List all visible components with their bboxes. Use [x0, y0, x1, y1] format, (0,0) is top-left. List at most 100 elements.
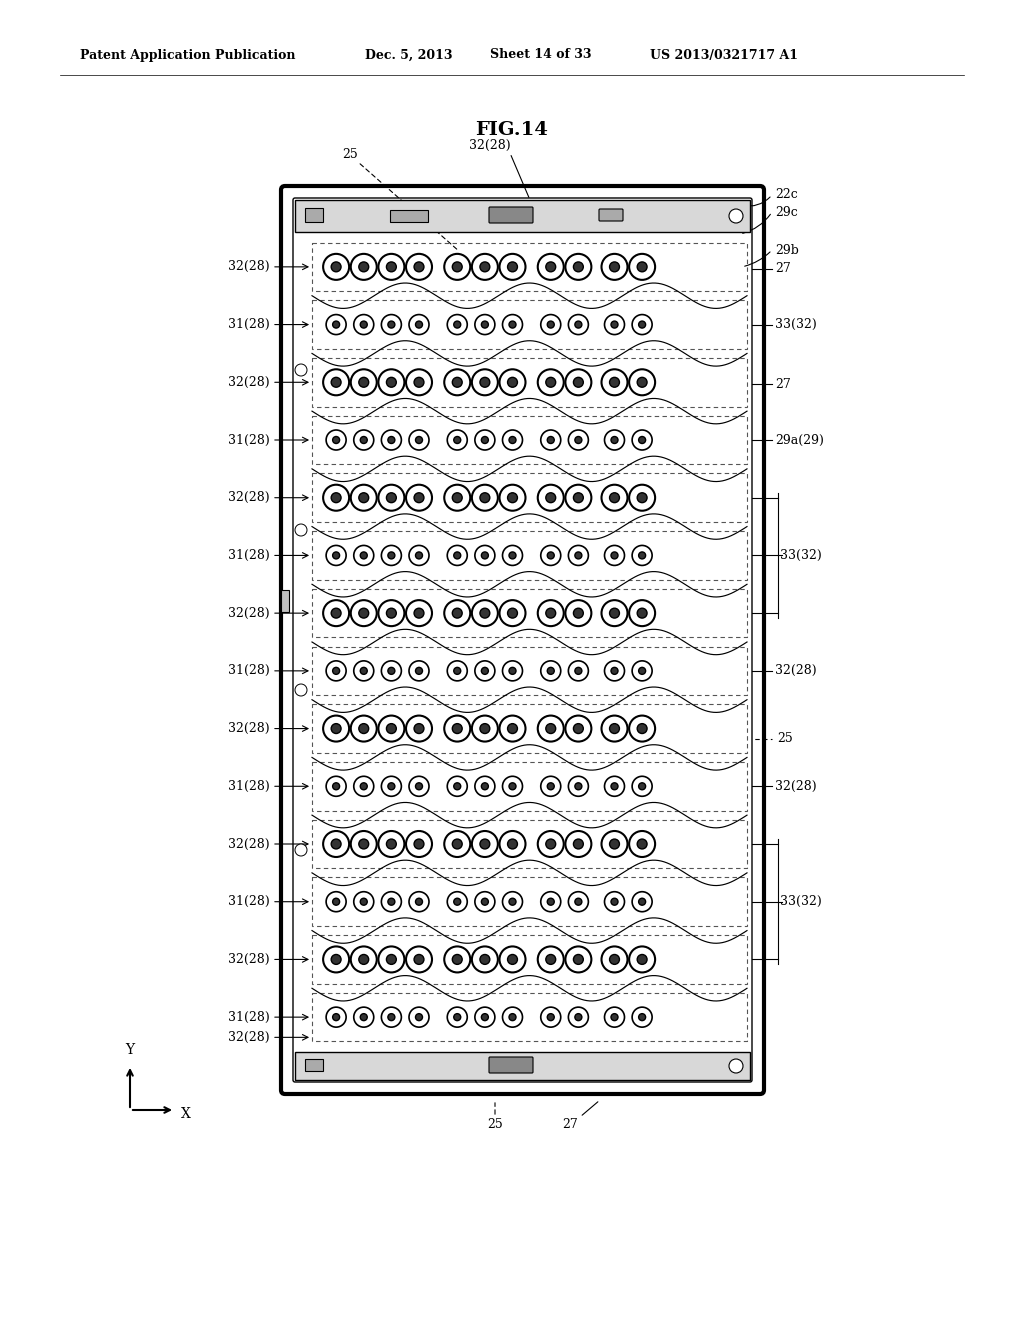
Circle shape [379, 715, 404, 742]
Circle shape [358, 492, 369, 503]
Text: 31(28): 31(28) [228, 433, 270, 446]
Circle shape [416, 1014, 423, 1020]
Circle shape [604, 892, 625, 912]
Circle shape [331, 840, 341, 849]
Circle shape [568, 1007, 589, 1027]
Circle shape [503, 892, 522, 912]
Circle shape [416, 668, 423, 675]
Circle shape [609, 609, 620, 618]
Circle shape [379, 601, 404, 626]
Circle shape [386, 261, 396, 272]
Circle shape [324, 370, 349, 395]
Circle shape [386, 723, 396, 734]
Circle shape [629, 715, 655, 742]
Circle shape [601, 253, 628, 280]
Circle shape [729, 1059, 743, 1073]
Text: 33(32): 33(32) [780, 549, 821, 562]
Circle shape [541, 661, 561, 681]
Circle shape [444, 832, 470, 857]
Circle shape [601, 832, 628, 857]
Circle shape [416, 783, 423, 789]
Circle shape [409, 1007, 429, 1027]
Circle shape [609, 492, 620, 503]
Circle shape [637, 261, 647, 272]
Circle shape [358, 378, 369, 387]
Text: 32(28): 32(28) [775, 664, 816, 677]
Circle shape [472, 370, 498, 395]
Circle shape [414, 840, 424, 849]
Circle shape [568, 892, 589, 912]
Circle shape [547, 668, 554, 675]
Circle shape [573, 609, 584, 618]
Text: 32(28): 32(28) [228, 1031, 270, 1044]
Text: 25: 25 [342, 149, 357, 161]
Circle shape [541, 776, 561, 796]
Circle shape [324, 601, 349, 626]
Circle shape [416, 321, 423, 329]
Circle shape [358, 609, 369, 618]
Circle shape [503, 545, 522, 565]
Circle shape [480, 840, 489, 849]
Circle shape [381, 892, 401, 912]
Circle shape [379, 253, 404, 280]
Circle shape [480, 492, 489, 503]
Circle shape [500, 370, 525, 395]
Circle shape [508, 492, 517, 503]
Circle shape [326, 892, 346, 912]
FancyBboxPatch shape [281, 186, 764, 1094]
Circle shape [632, 430, 652, 450]
Circle shape [568, 776, 589, 796]
Circle shape [358, 261, 369, 272]
Text: 22c: 22c [775, 189, 798, 202]
Bar [312, 762, 746, 810]
Circle shape [629, 832, 655, 857]
Text: 25: 25 [487, 1118, 503, 1131]
Circle shape [326, 314, 346, 334]
Circle shape [353, 430, 374, 450]
Circle shape [508, 609, 517, 618]
Circle shape [481, 437, 488, 444]
Circle shape [360, 783, 368, 789]
Circle shape [351, 946, 377, 973]
Circle shape [351, 715, 377, 742]
Circle shape [406, 370, 432, 395]
Circle shape [547, 552, 554, 558]
Circle shape [629, 946, 655, 973]
Circle shape [611, 437, 618, 444]
Circle shape [538, 832, 564, 857]
Circle shape [406, 484, 432, 511]
Circle shape [508, 261, 517, 272]
Circle shape [573, 840, 584, 849]
Circle shape [481, 321, 488, 329]
Circle shape [406, 253, 432, 280]
Circle shape [604, 661, 625, 681]
Circle shape [601, 946, 628, 973]
Circle shape [538, 715, 564, 742]
Circle shape [509, 437, 516, 444]
Text: 32(28): 32(28) [228, 260, 270, 273]
Circle shape [326, 430, 346, 450]
Text: 32(28): 32(28) [228, 722, 270, 735]
Circle shape [381, 430, 401, 450]
Circle shape [388, 1014, 395, 1020]
Circle shape [409, 545, 429, 565]
Circle shape [409, 314, 429, 334]
Circle shape [604, 776, 625, 796]
Circle shape [388, 552, 395, 558]
Circle shape [729, 209, 743, 223]
Text: US 2013/0321717 A1: US 2013/0321717 A1 [650, 49, 798, 62]
Circle shape [509, 668, 516, 675]
Circle shape [386, 378, 396, 387]
Circle shape [500, 946, 525, 973]
Circle shape [388, 783, 395, 789]
Circle shape [453, 954, 462, 965]
Circle shape [639, 898, 645, 906]
Bar [312, 474, 746, 521]
Circle shape [611, 552, 618, 558]
Circle shape [609, 723, 620, 734]
Circle shape [629, 370, 655, 395]
Circle shape [565, 946, 592, 973]
Circle shape [574, 321, 582, 329]
Circle shape [414, 261, 424, 272]
Circle shape [609, 954, 620, 965]
